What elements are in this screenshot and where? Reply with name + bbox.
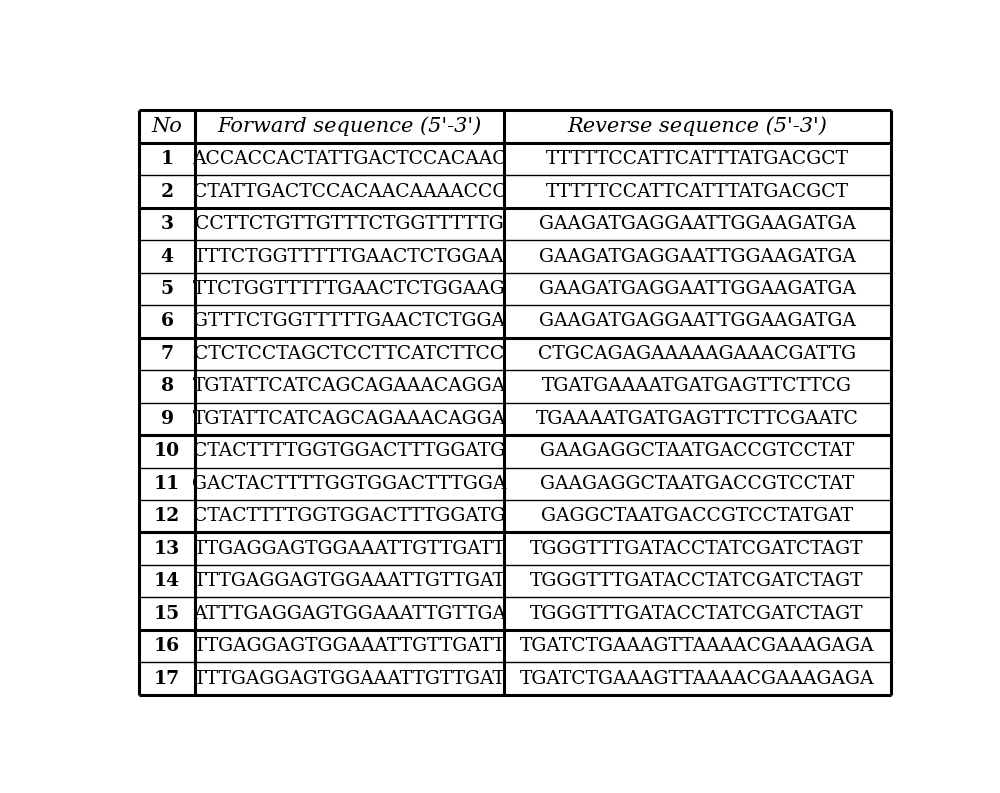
Text: GAAGATGAGGAATTGGAAGATGA: GAAGATGAGGAATTGGAAGATGA <box>539 215 856 233</box>
Text: 10: 10 <box>154 442 180 460</box>
Text: ACCACCACTATTGACTCCACAAC: ACCACCACTATTGACTCCACAAC <box>192 150 507 168</box>
Text: 13: 13 <box>154 540 180 557</box>
Text: 17: 17 <box>154 669 180 688</box>
Text: 16: 16 <box>154 637 180 655</box>
Text: CTGCAGAGAAAAAGAAACGATTG: CTGCAGAGAAAAAGAAACGATTG <box>538 345 856 363</box>
Text: 9: 9 <box>161 410 174 428</box>
Text: TGGGTTTGATACCTATCGATCTAGT: TGGGTTTGATACCTATCGATCTAGT <box>530 573 864 590</box>
Text: CTACTTTTGGTGGACTTTGGATG: CTACTTTTGGTGGACTTTGGATG <box>193 442 506 460</box>
Text: TTGAGGAGTGGAAATTGTTGATT: TTGAGGAGTGGAAATTGTTGATT <box>194 637 505 655</box>
Text: TTCTGGTTTTTGAACTCTGGAAG: TTCTGGTTTTTGAACTCTGGAAG <box>193 280 506 298</box>
Text: CTCTCCTAGCTCCTTCATCTTCC: CTCTCCTAGCTCCTTCATCTTCC <box>194 345 505 363</box>
Text: ATTTGAGGAGTGGAAATTGTTGA: ATTTGAGGAGTGGAAATTGTTGA <box>193 604 506 623</box>
Text: TTGAGGAGTGGAAATTGTTGATT: TTGAGGAGTGGAAATTGTTGATT <box>194 540 505 557</box>
Text: 14: 14 <box>154 573 180 590</box>
Text: TGGGTTTGATACCTATCGATCTAGT: TGGGTTTGATACCTATCGATCTAGT <box>530 604 864 623</box>
Text: Reverse sequence (5'-3'): Reverse sequence (5'-3') <box>567 117 827 136</box>
Text: TGATGAAAATGATGAGTTCTTCG: TGATGAAAATGATGAGTTCTTCG <box>542 377 852 396</box>
Text: CTATTGACTCCACAACAAAACCC: CTATTGACTCCACAACAAAACCC <box>193 182 506 201</box>
Text: GAGGCTAATGACCGTCCTATGAT: GAGGCTAATGACCGTCCTATGAT <box>541 508 853 525</box>
Text: 1: 1 <box>161 150 174 168</box>
Text: GAAGATGAGGAATTGGAAGATGA: GAAGATGAGGAATTGGAAGATGA <box>539 247 856 266</box>
Text: TTTTTCCATTCATTTATGACGCT: TTTTTCCATTCATTTATGACGCT <box>546 182 849 201</box>
Text: 7: 7 <box>161 345 174 363</box>
Text: TGATCTGAAAGTTAAAACGAAAGAGA: TGATCTGAAAGTTAAAACGAAAGAGA <box>520 637 874 655</box>
Text: TTTTTCCATTCATTTATGACGCT: TTTTTCCATTCATTTATGACGCT <box>546 150 849 168</box>
Text: 4: 4 <box>161 247 174 266</box>
Text: CCTTCTGTTGTTTCTGGTTTTTG: CCTTCTGTTGTTTCTGGTTTTTG <box>195 215 504 233</box>
Text: 12: 12 <box>154 508 180 525</box>
Text: GAAGATGAGGAATTGGAAGATGA: GAAGATGAGGAATTGGAAGATGA <box>539 312 856 331</box>
Text: Forward sequence (5'-3'): Forward sequence (5'-3') <box>217 117 482 136</box>
Text: TGATCTGAAAGTTAAAACGAAAGAGA: TGATCTGAAAGTTAAAACGAAAGAGA <box>520 669 874 688</box>
Text: No: No <box>152 117 183 136</box>
Text: TGTATTCATCAGCAGAAACAGGA: TGTATTCATCAGCAGAAACAGGA <box>193 377 506 396</box>
Text: 5: 5 <box>161 280 174 298</box>
Text: TGAAAATGATGAGTTCTTCGAATC: TGAAAATGATGAGTTCTTCGAATC <box>536 410 859 428</box>
Text: TTTGAGGAGTGGAAATTGTTGAT: TTTGAGGAGTGGAAATTGTTGAT <box>194 669 505 688</box>
Text: 8: 8 <box>161 377 174 396</box>
Text: GACTACTTTTGGTGGACTTTGGA: GACTACTTTTGGTGGACTTTGGA <box>192 475 507 492</box>
Text: GAAGATGAGGAATTGGAAGATGA: GAAGATGAGGAATTGGAAGATGA <box>539 280 856 298</box>
Text: TTTGAGGAGTGGAAATTGTTGAT: TTTGAGGAGTGGAAATTGTTGAT <box>194 573 505 590</box>
Text: 2: 2 <box>161 182 174 201</box>
Text: GAAGAGGCTAATGACCGTCCTAT: GAAGAGGCTAATGACCGTCCTAT <box>540 475 854 492</box>
Text: GAAGAGGCTAATGACCGTCCTAT: GAAGAGGCTAATGACCGTCCTAT <box>540 442 854 460</box>
Text: TGGGTTTGATACCTATCGATCTAGT: TGGGTTTGATACCTATCGATCTAGT <box>530 540 864 557</box>
Text: 3: 3 <box>161 215 174 233</box>
Text: 15: 15 <box>154 604 180 623</box>
Text: CTACTTTTGGTGGACTTTGGATG: CTACTTTTGGTGGACTTTGGATG <box>193 508 506 525</box>
Text: 6: 6 <box>161 312 174 331</box>
Text: TGTATTCATCAGCAGAAACAGGA: TGTATTCATCAGCAGAAACAGGA <box>193 410 506 428</box>
Text: TTTCTGGTTTTTGAACTCTGGAA: TTTCTGGTTTTTGAACTCTGGAA <box>194 247 505 266</box>
Text: GTTTCTGGTTTTTGAACTCTGGA: GTTTCTGGTTTTTGAACTCTGGA <box>193 312 505 331</box>
Text: 11: 11 <box>154 475 180 492</box>
